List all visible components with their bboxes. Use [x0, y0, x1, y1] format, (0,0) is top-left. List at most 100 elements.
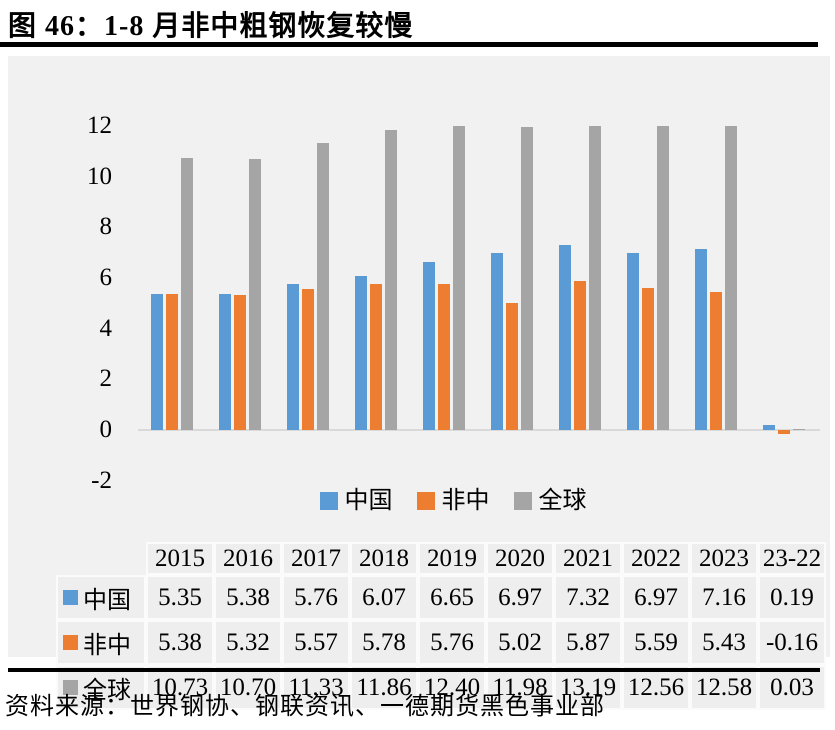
table-value-cell-china-2021: 7.32: [554, 575, 622, 620]
table-header-cell: 2020: [486, 542, 554, 575]
table-value-cell-non-china-2020: 5.02: [486, 620, 554, 665]
table-value-cell-global-2020: 11.98: [486, 665, 554, 710]
table-value-cell-china-2018: 6.07: [350, 575, 418, 620]
bar-global-2015: [181, 158, 193, 430]
table-value-cell-non-china-2018: 5.78: [350, 620, 418, 665]
bar-global-2016: [249, 158, 261, 430]
table-value-cell-global-2022: 12.56: [622, 665, 690, 710]
bar-china-2015: [151, 294, 163, 430]
bar-non-china-23-22: [778, 430, 790, 435]
table-value-cell-non-china-2023: 5.43: [690, 620, 758, 665]
y-axis-tick-label: 4: [99, 314, 113, 342]
bar-china-2018: [355, 276, 367, 430]
table-row-label-china: 中国: [56, 575, 146, 620]
table-swatch-china-icon: [63, 590, 78, 605]
table-value-cell-global-2017: 11.33: [282, 665, 350, 710]
bar-non-china-2017: [302, 288, 314, 430]
table-header-cell: 2017: [282, 542, 350, 575]
table-value-cell-global-2016: 10.70: [214, 665, 282, 710]
table-header-cell: 2015: [146, 542, 214, 575]
legend-item-non-china: 非中: [416, 488, 490, 514]
y-axis-tick-label: 8: [99, 213, 113, 241]
table-swatch-non-china-icon: [63, 635, 78, 650]
table-swatch-global-icon: [63, 680, 78, 695]
legend-swatch-china-icon: [319, 492, 338, 510]
table-row-label-text: 非中: [83, 633, 131, 659]
bar-non-china-2023: [710, 292, 722, 430]
legend-swatch-global-icon: [513, 492, 532, 510]
table-row-label-non-china: 非中: [56, 620, 146, 665]
table-corner-cell: [56, 542, 146, 575]
bar-global-23-22: [793, 429, 805, 430]
bar-non-china-2020: [506, 302, 518, 430]
table-header-cell: 2016: [214, 542, 282, 575]
bar-global-2021: [589, 126, 601, 430]
table-value-cell-china-2017: 5.76: [282, 575, 350, 620]
table-value-cell-global-2021: 13.19: [554, 665, 622, 710]
table-value-cell-non-china-2019: 5.76: [418, 620, 486, 665]
legend-label-china: 中国: [344, 488, 393, 514]
table-value-cell-non-china-2017: 5.57: [282, 620, 350, 665]
table-header-cell: 2019: [418, 542, 486, 575]
legend-item-global: 全球: [513, 488, 587, 514]
title-underline: [0, 42, 818, 47]
chart-data-table: 2015 2016 2017 2018 2019 2020 2021 2022 2023 23-2…: [56, 542, 826, 710]
y-axis-tick-label: 6: [99, 264, 113, 291]
bar-china-2022: [627, 253, 639, 430]
table-value-cell-global-2019: 12.40: [418, 665, 486, 710]
x-axis-line: [138, 429, 820, 431]
table-row-label-text: 中国: [83, 588, 131, 614]
table-value-cell-non-china-2022: 5.59: [622, 620, 690, 665]
bar-non-china-2018: [370, 283, 382, 430]
table-value-cell-china-2016: 5.38: [214, 575, 282, 620]
table-row-label-global: 全球: [56, 665, 146, 710]
table-value-cell-non-china-23-22: -0.16: [758, 620, 826, 665]
legend-item-china: 中国: [319, 488, 393, 514]
table-value-cell-non-china-2016: 5.32: [214, 620, 282, 665]
bar-global-2018: [385, 129, 397, 430]
table-value-cell-global-2015: 10.73: [146, 665, 214, 710]
bar-china-2017: [287, 284, 299, 430]
y-axis-tick-label: 10: [87, 162, 112, 190]
legend-swatch-non-china-icon: [416, 492, 435, 510]
bar-china-2016: [219, 293, 231, 430]
table-value-cell-non-china-2015: 5.38: [146, 620, 214, 665]
table-row-label-text: 全球: [83, 678, 131, 704]
y-axis-tick-label: 12: [87, 112, 112, 139]
table-value-cell-china-2015: 5.35: [146, 575, 214, 620]
table-header-cell: 23-22: [758, 542, 826, 575]
bar-non-china-2022: [642, 288, 654, 430]
bar-global-2023: [725, 126, 737, 430]
table-header-cell: 2018: [350, 542, 418, 575]
table-value-cell-china-2019: 6.65: [418, 575, 486, 620]
table-value-cell-china-2022: 6.97: [622, 575, 690, 620]
bar-china-2020: [491, 253, 503, 430]
bar-china-2023: [695, 248, 707, 430]
table-value-cell-china-23-22: 0.19: [758, 575, 826, 620]
y-axis-tick-label: -2: [91, 466, 112, 494]
bar-china-2019: [423, 261, 435, 430]
y-axis-tick-label: 2: [99, 365, 113, 393]
bar-china-23-22: [763, 425, 775, 430]
table-value-cell-non-china-2021: 5.87: [554, 620, 622, 665]
legend-label-non-china: 非中: [441, 488, 490, 514]
y-axis-tick-label: 0: [99, 416, 113, 443]
bar-non-china-2016: [234, 295, 246, 430]
table-header-cell: 2023: [690, 542, 758, 575]
legend-label-global: 全球: [538, 488, 587, 514]
bar-global-2022: [657, 126, 669, 430]
table-header-cell: 2021: [554, 542, 622, 575]
bar-china-2021: [559, 244, 571, 430]
bar-global-2019: [453, 126, 465, 430]
chart-legend: 中国 非中 全球: [113, 489, 793, 513]
table-value-cell-global-2018: 11.86: [350, 665, 418, 710]
bar-non-china-2015: [166, 293, 178, 430]
bar-global-2017: [317, 142, 329, 430]
table-value-cell-china-2023: 7.16: [690, 575, 758, 620]
figure-title: 图 46：1-8 月非中粗钢恢复较慢: [8, 11, 414, 42]
source-note: 资料来源：世界钢协、钢联资讯、一德期货黑色事业部: [5, 694, 605, 720]
table-value-cell-global-23-22: 0.03: [758, 665, 826, 710]
bar-non-china-2019: [438, 284, 450, 430]
table-value-cell-china-2020: 6.97: [486, 575, 554, 620]
